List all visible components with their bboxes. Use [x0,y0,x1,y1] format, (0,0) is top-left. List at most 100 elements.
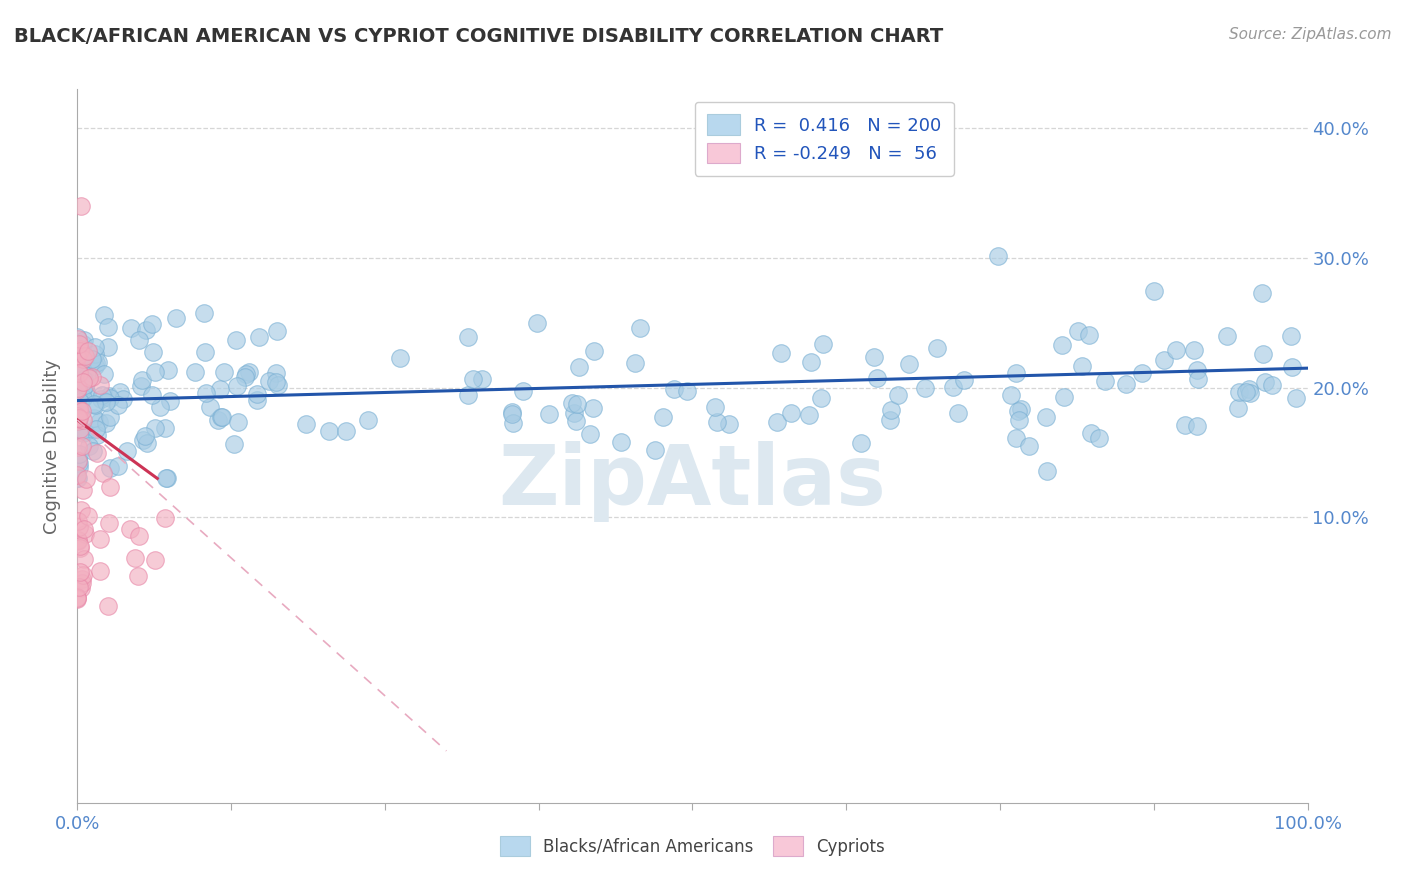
Point [851,436,873,450]
Point [143,365,166,379]
Point [1187,372,1209,386]
Point [69,424,91,438]
Point [212,365,235,379]
Point [96,416,118,430]
Point [67,520,90,534]
Point [211,410,233,425]
Point [526,316,548,330]
Point [267,378,290,392]
Point [72,483,94,497]
Point [1094,374,1116,388]
Point [77,343,100,358]
Point [1185,418,1208,433]
Point [75,349,97,363]
Point [97,340,120,354]
Point [623,356,645,370]
Point [129,378,152,392]
Point [1239,385,1261,400]
Point [235,369,257,384]
Point [131,373,153,387]
Point [112,392,135,406]
Point [72,351,94,366]
Point [82,444,104,458]
Point [70,199,93,213]
Point [73,373,96,387]
Point [1080,425,1102,440]
Point [67,456,90,470]
Point [897,358,920,372]
Point [73,522,96,536]
Point [879,413,901,427]
Point [1130,366,1153,380]
Point [66,591,89,606]
Point [66,467,89,482]
Point [80,351,103,366]
Point [155,471,177,485]
Point [84,347,107,361]
Point [863,350,886,364]
Point [67,460,90,475]
Point [73,527,96,541]
Point [561,395,583,409]
Point [461,372,484,386]
Point [69,343,91,357]
Point [89,564,111,578]
Point [128,334,150,348]
Point [718,417,741,431]
Point [75,384,97,399]
Point [925,342,948,356]
Point [1088,431,1111,445]
Point [194,344,217,359]
Point [235,368,257,382]
Point [115,443,138,458]
Point [706,415,728,429]
Point [72,568,94,582]
Point [70,347,93,361]
Point [153,421,176,435]
Text: BLACK/AFRICAN AMERICAN VS CYPRIOT COGNITIVE DISABILITY CORRELATION CHART: BLACK/AFRICAN AMERICAN VS CYPRIOT COGNIT… [14,27,943,45]
Point [66,411,89,425]
Point [120,522,142,536]
Point [886,388,908,402]
Point [238,365,260,379]
Point [246,387,269,401]
Point [66,349,89,363]
Point [770,346,793,360]
Point [69,422,91,436]
Text: ZipAtlas: ZipAtlas [499,442,886,522]
Point [84,340,107,354]
Point [879,403,901,417]
Point [581,401,603,415]
Point [295,417,318,432]
Point [69,565,91,579]
Point [1010,402,1032,417]
Point [143,421,166,435]
Point [76,387,98,401]
Point [83,398,105,412]
Point [195,386,218,401]
Point [72,576,94,591]
Point [70,403,93,417]
Point [1251,285,1274,300]
Point [67,367,90,381]
Point [470,372,492,386]
Point [1018,439,1040,453]
Point [318,424,340,438]
Point [86,446,108,460]
Point [208,382,231,396]
Point [582,343,605,358]
Point [942,380,965,394]
Point [1036,464,1059,478]
Point [1227,384,1250,399]
Point [67,363,90,377]
Point [70,581,93,595]
Point [89,532,111,546]
Point [1174,418,1197,433]
Point [127,569,149,583]
Point [198,400,221,414]
Point [66,330,89,344]
Point [80,369,103,384]
Point [1115,376,1137,391]
Point [1077,327,1099,342]
Point [87,416,110,430]
